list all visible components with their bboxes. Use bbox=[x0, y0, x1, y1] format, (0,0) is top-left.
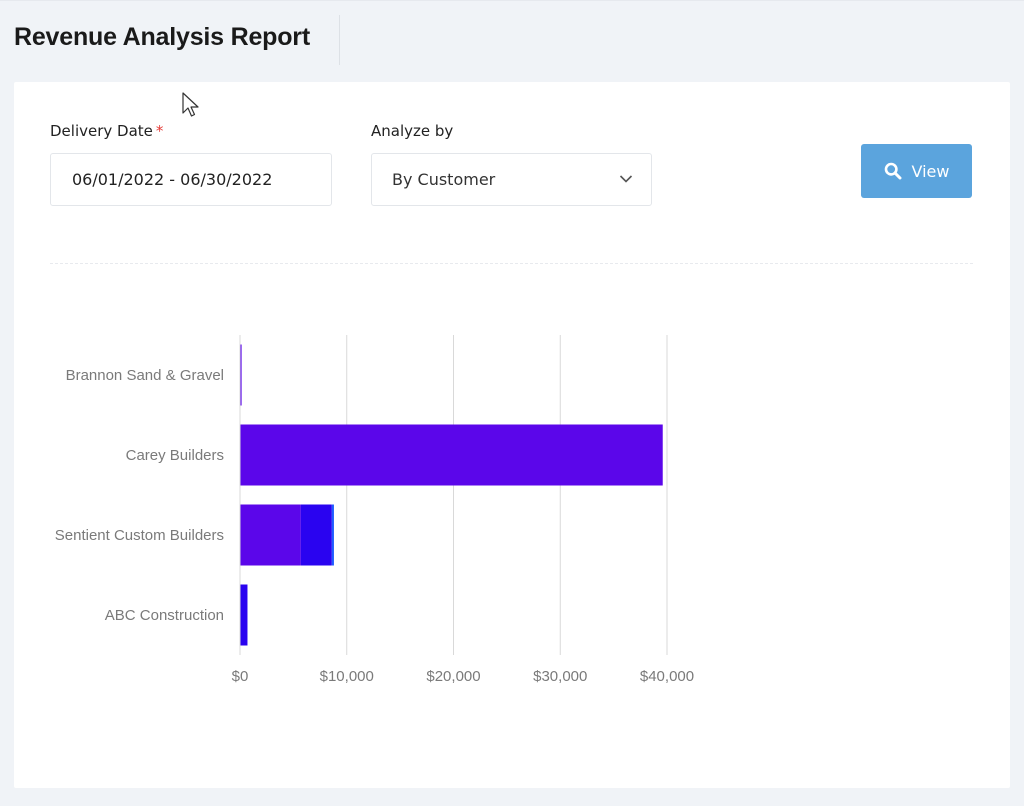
page-header: Revenue Analysis Report bbox=[0, 0, 1024, 72]
delivery-date-label-text: Delivery Date bbox=[50, 122, 153, 140]
required-marker: * bbox=[155, 122, 164, 140]
delivery-date-value: 06/01/2022 - 06/30/2022 bbox=[72, 170, 273, 189]
bar-segment bbox=[240, 504, 301, 566]
bar-segment bbox=[240, 424, 663, 486]
page-title: Revenue Analysis Report bbox=[14, 23, 310, 51]
header-divider bbox=[339, 15, 340, 65]
analyze-by-label: Analyze by bbox=[371, 122, 454, 140]
y-category-label: Sentient Custom Builders bbox=[55, 527, 224, 544]
y-category-label: Brannon Sand & Gravel bbox=[66, 367, 224, 384]
x-tick-label: $10,000 bbox=[320, 668, 374, 685]
analyze-by-select[interactable]: By Customer bbox=[371, 153, 652, 206]
delivery-date-label: Delivery Date * bbox=[50, 122, 163, 140]
analyze-by-value: By Customer bbox=[392, 170, 496, 189]
bar-segment bbox=[240, 584, 248, 646]
section-divider bbox=[50, 263, 973, 264]
search-icon bbox=[884, 162, 902, 180]
bar-segment bbox=[331, 504, 334, 566]
y-category-label: Carey Builders bbox=[126, 447, 224, 464]
chevron-down-icon bbox=[619, 175, 633, 183]
bar-segment bbox=[240, 344, 242, 406]
revenue-bar-chart: $0 $10,000 $20,000 $30,000 $40,000 Brannon Sa… bbox=[55, 335, 694, 685]
view-button[interactable]: View bbox=[861, 144, 972, 198]
x-tick-label: $30,000 bbox=[533, 668, 587, 685]
delivery-date-input[interactable]: 06/01/2022 - 06/30/2022 bbox=[50, 153, 332, 206]
report-card: Delivery Date * 06/01/2022 - 06/30/2022 A… bbox=[14, 82, 1010, 788]
view-button-label: View bbox=[911, 161, 950, 181]
bar-segment bbox=[300, 504, 332, 566]
x-tick-label: $20,000 bbox=[426, 668, 480, 685]
mouse-pointer-icon bbox=[182, 92, 199, 117]
y-category-label: ABC Construction bbox=[105, 607, 224, 624]
x-tick-label: $40,000 bbox=[640, 668, 694, 685]
x-tick-label: $0 bbox=[232, 668, 249, 685]
